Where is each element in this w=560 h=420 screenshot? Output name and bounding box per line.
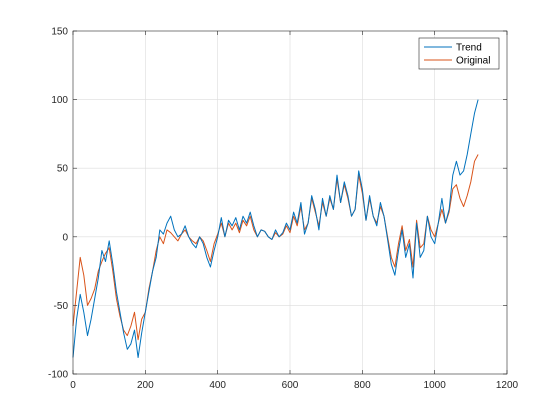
legend: Trend Original — [418, 37, 500, 70]
x-tick-label: 600 — [282, 380, 299, 391]
x-tick-label: 400 — [209, 380, 226, 391]
x-tick-label: 200 — [137, 380, 154, 391]
y-tick-label: 100 — [51, 95, 68, 106]
x-tick-label: 1000 — [424, 380, 447, 391]
y-tick-label: 50 — [57, 164, 69, 175]
legend-box — [418, 37, 500, 70]
y-tick-label: 150 — [51, 27, 68, 38]
legend-label-original: Original — [456, 56, 490, 67]
axis-ticks: 0 200 400 600 800 1000 1200 -100 -50 0 50 100 150 — [48, 27, 519, 392]
x-tick-label: 800 — [354, 380, 371, 391]
x-tick-label: 0 — [70, 380, 76, 391]
legend-label-trend: Trend — [456, 43, 482, 54]
series-lines — [72, 99, 479, 358]
y-tick-label: -50 — [54, 301, 69, 312]
series-line-trend — [72, 99, 479, 358]
y-tick-label: -100 — [48, 370, 68, 381]
x-tick-label: 1200 — [496, 380, 519, 391]
series-line-original — [72, 154, 479, 341]
y-tick-label: 0 — [62, 232, 68, 243]
